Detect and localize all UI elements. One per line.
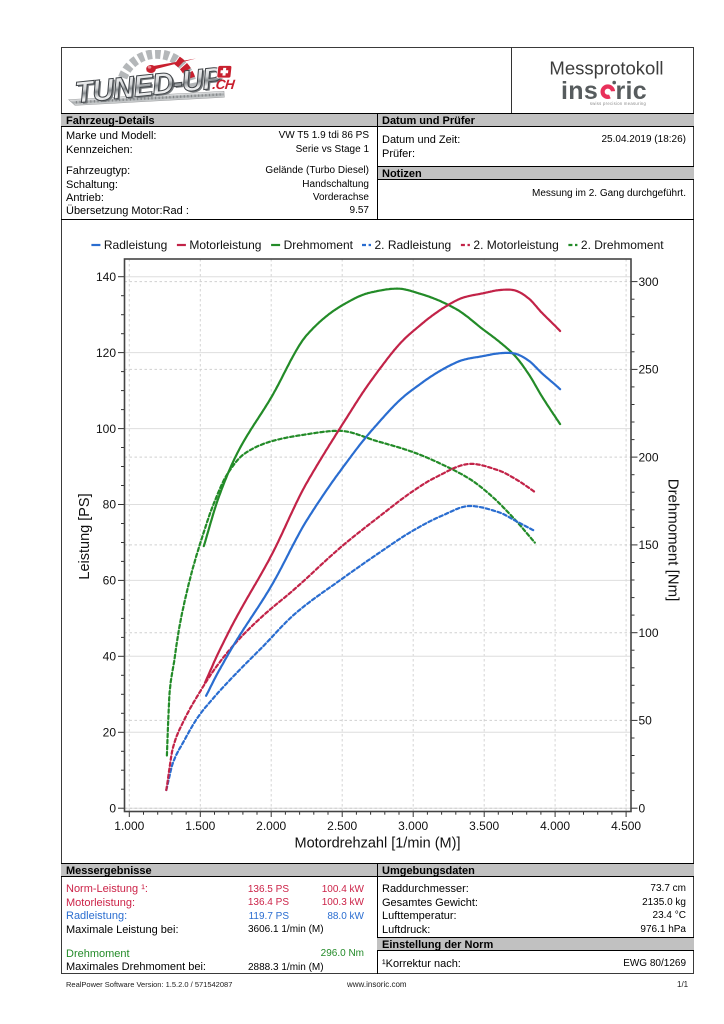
svg-text:4.000: 4.000 xyxy=(540,819,570,833)
svg-text:0: 0 xyxy=(109,801,116,815)
svg-text:ins: ins xyxy=(561,77,598,105)
svg-text:20: 20 xyxy=(103,726,117,740)
svg-text:100: 100 xyxy=(96,422,116,436)
svg-text:50: 50 xyxy=(639,714,653,728)
svg-text:Leistung [PS]: Leistung [PS] xyxy=(77,493,93,579)
svg-text:120: 120 xyxy=(96,346,116,360)
svg-text:2.000: 2.000 xyxy=(256,819,286,833)
svg-text:swiss precision measuring: swiss precision measuring xyxy=(590,101,647,106)
svg-text:ric: ric xyxy=(616,77,647,105)
svg-text:1.000: 1.000 xyxy=(114,819,144,833)
svg-text:200: 200 xyxy=(639,450,659,464)
svg-text:2. Drehmoment: 2. Drehmoment xyxy=(581,238,664,252)
svg-text:3.000: 3.000 xyxy=(398,819,428,833)
svg-text:80: 80 xyxy=(103,498,117,512)
svg-text:2.500: 2.500 xyxy=(327,819,357,833)
svg-text:Motordrehzahl [1/min (M)]: Motordrehzahl [1/min (M)] xyxy=(295,836,461,852)
svg-text:Drehmoment [Nm]: Drehmoment [Nm] xyxy=(665,479,682,602)
svg-text:Radleistung: Radleistung xyxy=(104,238,167,252)
svg-text:300: 300 xyxy=(639,275,659,289)
svg-text:40: 40 xyxy=(103,650,117,664)
svg-text:2. Radleistung: 2. Radleistung xyxy=(375,238,452,252)
svg-text:250: 250 xyxy=(639,363,659,377)
svg-text:60: 60 xyxy=(103,574,117,588)
svg-text:1.500: 1.500 xyxy=(185,819,215,833)
svg-text:Motorleistung: Motorleistung xyxy=(189,238,261,252)
svg-text:.CH: .CH xyxy=(212,77,236,92)
svg-text:2. Motorleistung: 2. Motorleistung xyxy=(473,238,558,252)
svg-text:140: 140 xyxy=(96,270,116,284)
svg-text:150: 150 xyxy=(639,538,659,552)
svg-text:Drehmoment: Drehmoment xyxy=(284,238,354,252)
svg-text:Messprotokoll: Messprotokoll xyxy=(549,58,663,79)
svg-text:3.500: 3.500 xyxy=(469,819,499,833)
svg-text:4.500: 4.500 xyxy=(611,819,641,833)
svg-text:100: 100 xyxy=(639,626,659,640)
svg-text:0: 0 xyxy=(639,801,646,815)
